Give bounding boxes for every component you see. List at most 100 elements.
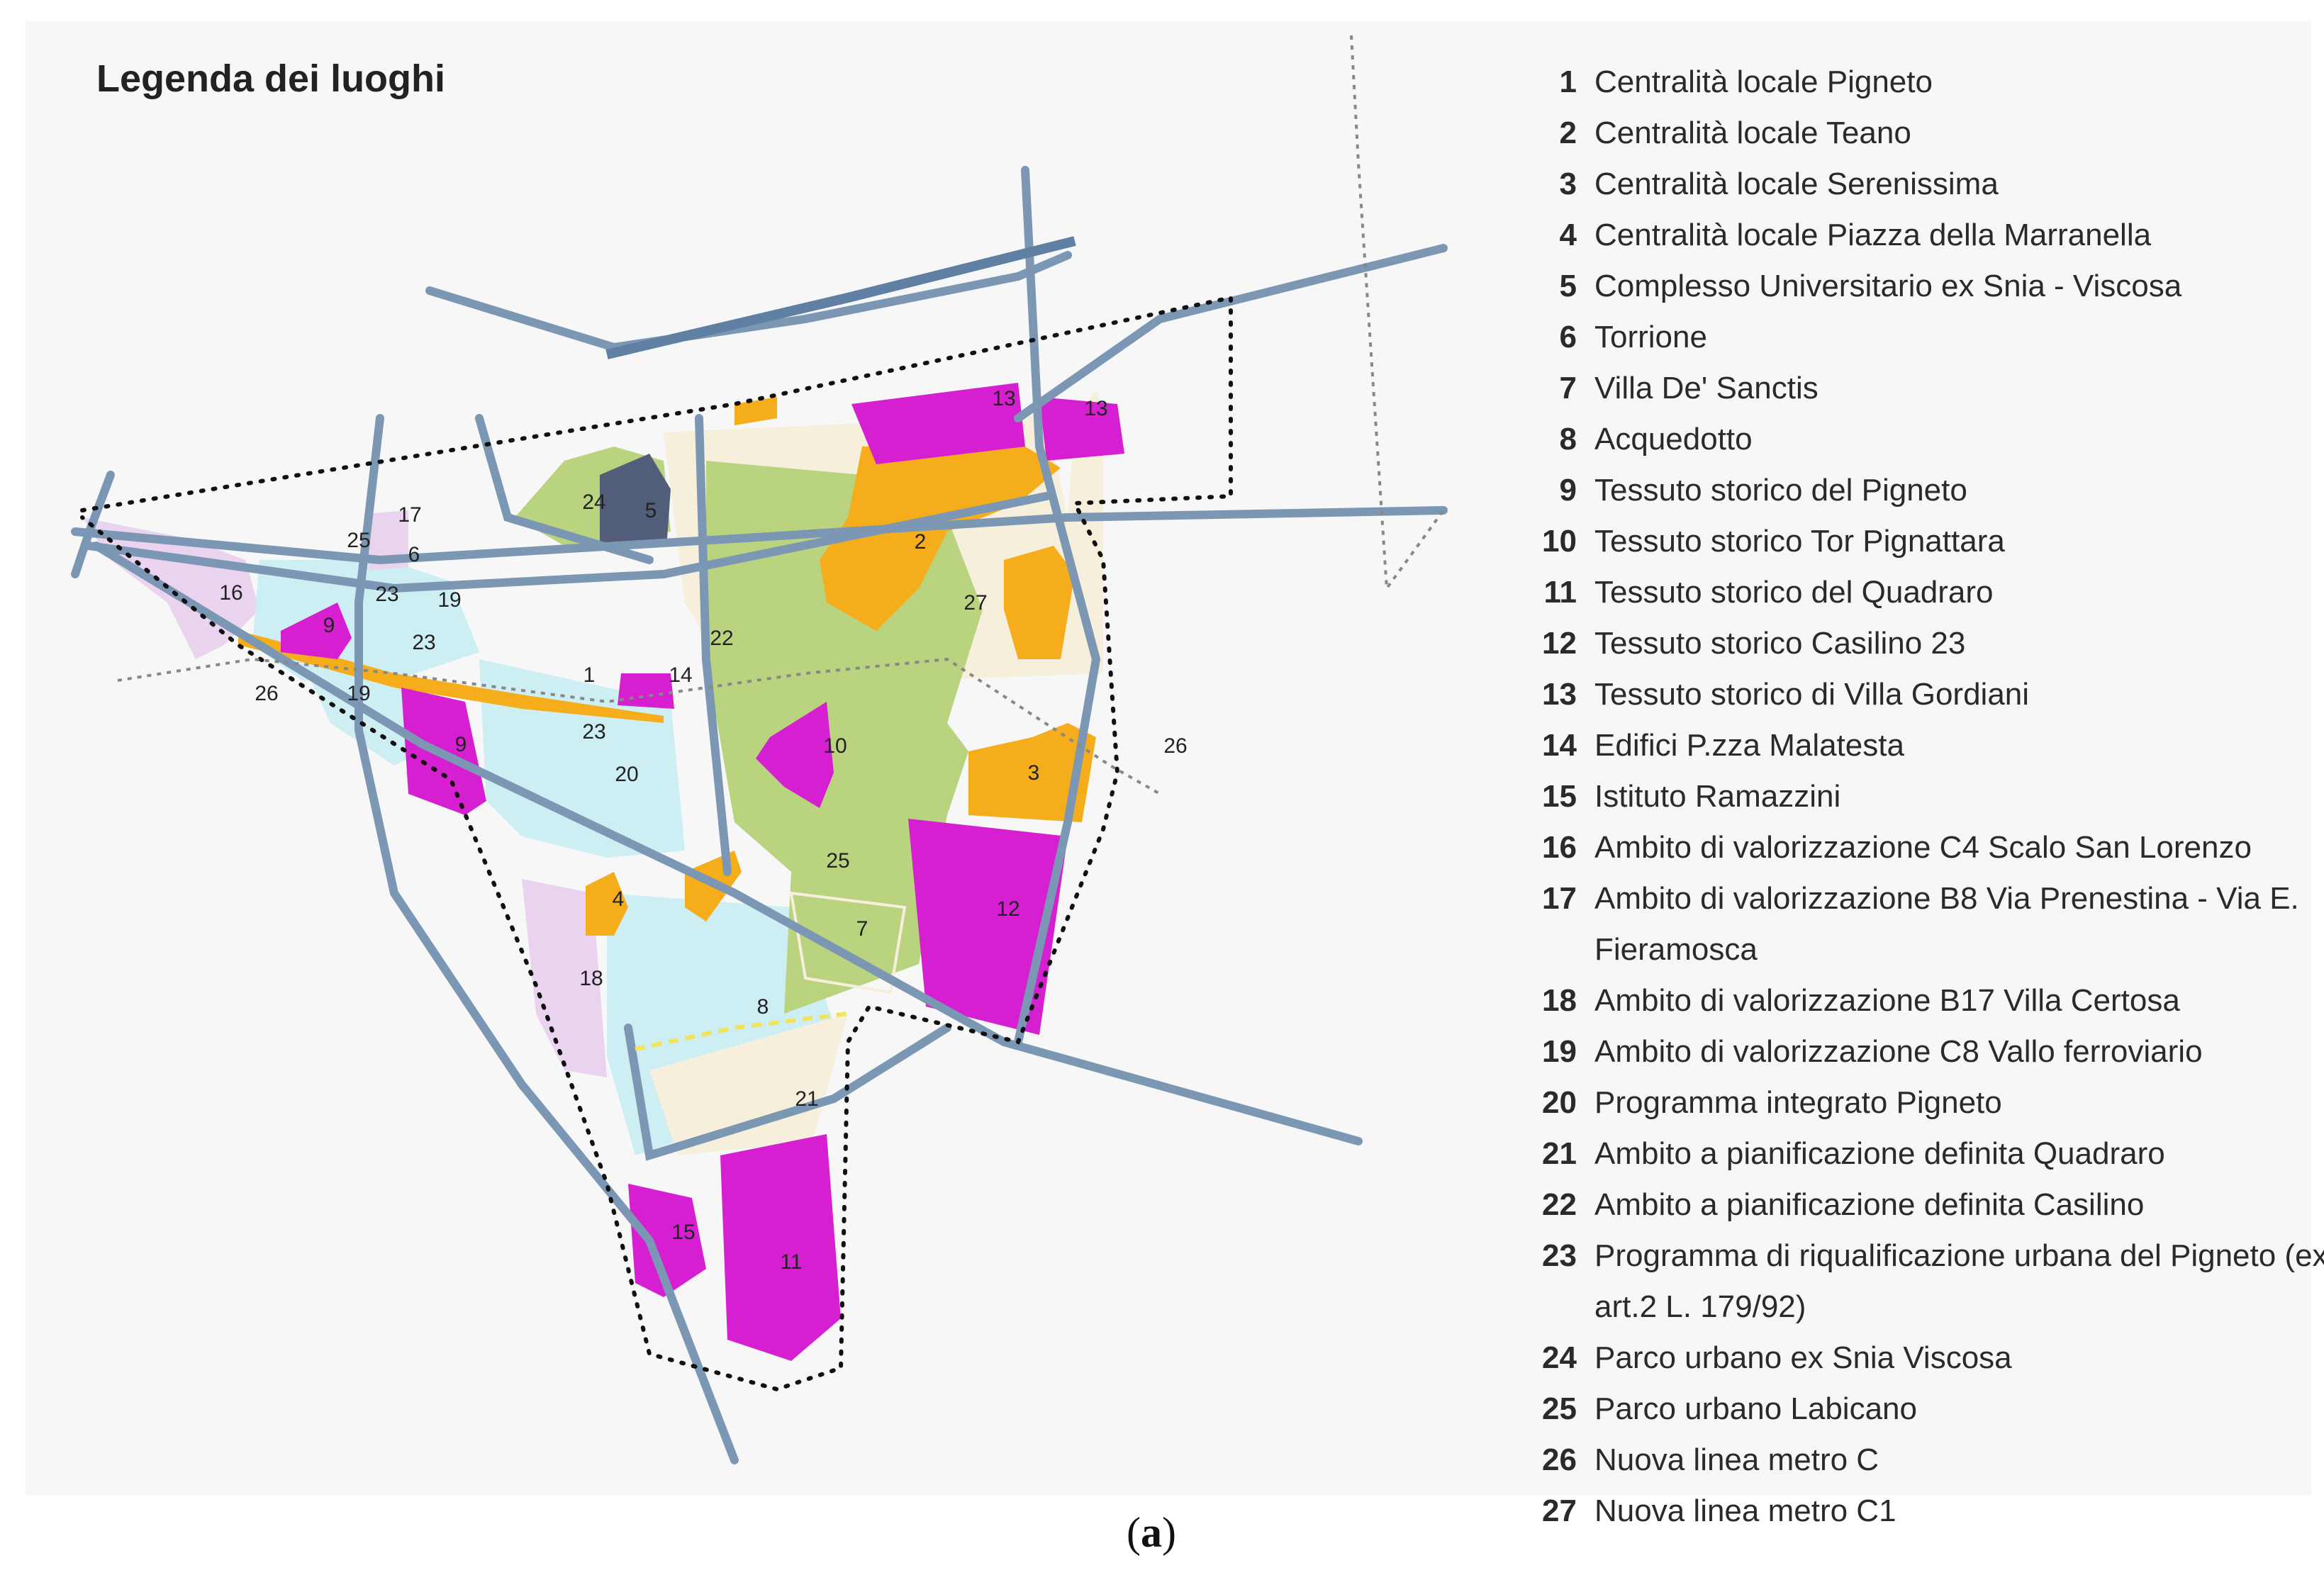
legend-number: 26 <box>1542 1442 1577 1477</box>
zone-orange-2 <box>820 447 1061 631</box>
road-northwest <box>71 471 115 578</box>
road-west-ring <box>354 414 739 1464</box>
road-east-ring <box>1014 166 1101 1046</box>
zone-beige-south <box>649 1014 848 1155</box>
road-south <box>624 1024 951 1161</box>
road-inner-1 <box>695 414 732 876</box>
legend-number: 27 <box>1542 1493 1577 1528</box>
legend-number: 11 <box>1543 575 1577 610</box>
road-layer <box>71 166 1448 1464</box>
legend-text: Parco urbano Labicano <box>1594 1391 1917 1426</box>
legend-item: 25 Parco urbano Labicano <box>1520 1384 2324 1435</box>
legend-text: Ambito a pianificazione definita Casilin… <box>1594 1187 2145 1222</box>
map-label: 26 <box>1163 734 1187 758</box>
legend-text: Acquedotto <box>1594 422 1753 456</box>
legend-number: 22 <box>1542 1187 1577 1222</box>
legend-text: Ambito di valorizzazione B17 Villa Certo… <box>1594 983 2180 1018</box>
map-label: 1 <box>583 663 596 687</box>
zone-magenta-15 <box>628 1184 706 1297</box>
legend-number: 5 <box>1559 269 1577 303</box>
legend-text: Ambito di valorizzazione C4 Scalo San Lo… <box>1594 830 2252 865</box>
map-label: 6 <box>408 543 420 566</box>
map-title: Legenda dei luoghi <box>96 57 446 100</box>
legend-text: Centralità locale Teano <box>1594 116 1911 150</box>
map-label: 18 <box>579 967 603 990</box>
map-label: 13 <box>1084 397 1107 420</box>
map-label: 7 <box>856 917 868 941</box>
map-label: 23 <box>412 631 435 654</box>
map-label: 23 <box>375 583 398 606</box>
legend-text: Programma di riqualificazione urbana del… <box>1594 1238 2324 1324</box>
map-label: 11 <box>780 1250 802 1274</box>
legend-item: 27 Nuova linea metro C1 <box>1520 1486 2324 1537</box>
legend-text: Villa De' Sanctis <box>1594 371 1819 405</box>
map-label: 8 <box>757 995 769 1019</box>
map-label: 21 <box>795 1087 818 1111</box>
road-highway <box>605 236 1076 359</box>
legend-text: Programma integrato Pigneto <box>1594 1085 2002 1120</box>
map-label: 23 <box>582 720 605 744</box>
legend-item: 5 Complesso Universitario ex Snia - Visco… <box>1520 261 2324 312</box>
legend-number: 14 <box>1542 728 1577 763</box>
legend-number: 3 <box>1559 167 1577 201</box>
map-figure: 1 2 3 4 5 6 7 8 9 9 10 11 12 13 13 14 15… <box>26 21 2324 1528</box>
caption-letter: a <box>1140 1509 1162 1556</box>
legend-number: 9 <box>1559 473 1577 508</box>
legend-number: 2 <box>1559 116 1577 150</box>
legend-number: 13 <box>1542 677 1577 712</box>
legend-text: Complesso Universitario ex Snia - Viscos… <box>1594 269 2182 303</box>
zone-beige-east <box>1068 390 1103 673</box>
legend-text: Tessuto storico del Pigneto <box>1594 473 1967 508</box>
map-label: 9 <box>455 733 467 756</box>
legend-item: 4 Centralità locale Piazza della Marranel… <box>1520 210 2324 261</box>
legend-item: 24 Parco urbano ex Snia Viscosa <box>1520 1333 2324 1384</box>
legend-item: 17 Ambito di valorizzazione B8 Via Prenes… <box>1520 873 2324 975</box>
map-label-layer: 1 2 3 4 5 6 7 8 9 9 10 11 12 13 13 14 15… <box>219 387 1187 1274</box>
zone-green-25 <box>706 461 983 1014</box>
legend-text: Ambito a pianificazione definita Quadrar… <box>1594 1136 2165 1171</box>
zone-orange-4 <box>586 872 628 936</box>
legend-number: 17 <box>1542 881 1577 916</box>
legend-item: 1 Centralità locale Pigneto <box>1520 57 2324 108</box>
metro-c1-line <box>1350 35 1445 593</box>
zone-orange-east <box>1004 546 1075 659</box>
zone-orange-north-edge <box>734 397 777 425</box>
caption-close: ) <box>1161 1509 1176 1556</box>
legend-text: Istituto Ramazzini <box>1594 779 1841 814</box>
legend-item: 7 Villa De' Sanctis <box>1520 363 2324 414</box>
legend-item: 18 Ambito di valorizzazione B17 Villa Cer… <box>1520 975 2324 1026</box>
legend-item: 20 Programma integrato Pigneto <box>1520 1077 2324 1128</box>
legend-number: 8 <box>1559 422 1577 456</box>
legend-number: 18 <box>1542 983 1577 1018</box>
villa-outline <box>789 891 907 994</box>
map-label: 24 <box>582 491 605 514</box>
map-label: 15 <box>671 1221 695 1244</box>
road-northeast <box>1014 244 1448 422</box>
map-label: 12 <box>996 897 1019 921</box>
legend-number: 16 <box>1542 830 1577 865</box>
legend-text: Nuova linea metro C1 <box>1594 1493 1896 1528</box>
legend-text: Tessuto storico del Quadraro <box>1594 575 1994 610</box>
zone-slate-5 <box>600 454 671 546</box>
map-label: 22 <box>710 627 733 650</box>
legend-number: 1 <box>1559 65 1577 99</box>
legend-item: 9 Tessuto storico del Pigneto <box>1520 465 2324 516</box>
zone-magenta-9a <box>281 602 352 659</box>
legend-item: 19 Ambito di valorizzazione C8 Vallo ferr… <box>1520 1026 2324 1077</box>
zone-magenta-13b <box>1039 397 1124 461</box>
legend-number: 15 <box>1542 779 1577 814</box>
road-inner-2 <box>475 414 654 564</box>
zone-magenta-13a <box>851 383 1025 464</box>
study-area-boundary <box>80 295 1233 1392</box>
map-label: 10 <box>823 734 847 758</box>
legend-number: 7 <box>1559 371 1577 405</box>
map-label: 3 <box>1028 761 1040 785</box>
road-prenestina <box>85 492 1051 593</box>
legend-item: 12 Tessuto storico Casilino 23 <box>1520 618 2324 669</box>
legend-text: Tessuto storico Tor Pignattara <box>1594 524 2005 559</box>
map-label: 14 <box>669 663 692 687</box>
map-label: 13 <box>992 387 1015 410</box>
legend-item: 15 Istituto Ramazzini <box>1520 771 2324 822</box>
legend-list: 1 Centralità locale Pigneto 2 Centralità lo… <box>1520 57 2324 1537</box>
legend-item: 2 Centralità locale Teano <box>1520 108 2324 159</box>
